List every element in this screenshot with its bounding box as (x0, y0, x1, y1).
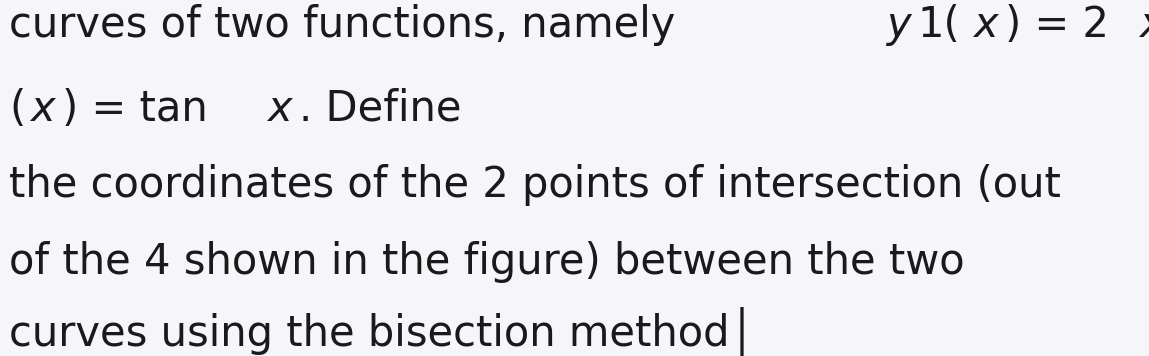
Text: x: x (30, 88, 55, 130)
Text: x: x (267, 88, 292, 130)
Text: curves of two functions, namely: curves of two functions, namely (9, 4, 688, 46)
Text: x: x (1139, 4, 1149, 46)
Text: x: x (973, 4, 997, 46)
Text: curves using the bisection method│: curves using the bisection method│ (9, 306, 755, 356)
Text: . Define: . Define (299, 88, 462, 130)
Text: y: y (886, 4, 911, 46)
Text: 1(: 1( (918, 4, 961, 46)
Text: the coordinates of the 2 points of intersection (out: the coordinates of the 2 points of inter… (9, 164, 1061, 206)
Text: ) = tan: ) = tan (62, 88, 221, 130)
Text: of the 4 shown in the figure) between the two: of the 4 shown in the figure) between th… (9, 241, 965, 283)
Text: ) = 2: ) = 2 (1005, 4, 1109, 46)
Text: (: ( (9, 88, 25, 130)
